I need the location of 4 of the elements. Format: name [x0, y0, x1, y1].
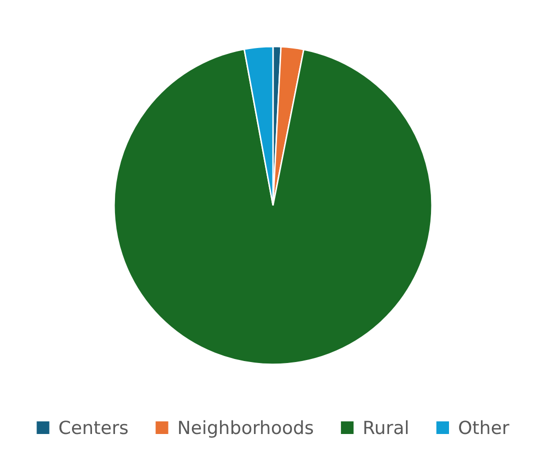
- legend-label: Rural: [364, 420, 408, 434]
- legend-label: Other: [459, 420, 510, 434]
- legend-label: Centers: [59, 420, 128, 434]
- legend-label: Neighborhoods: [179, 420, 313, 438]
